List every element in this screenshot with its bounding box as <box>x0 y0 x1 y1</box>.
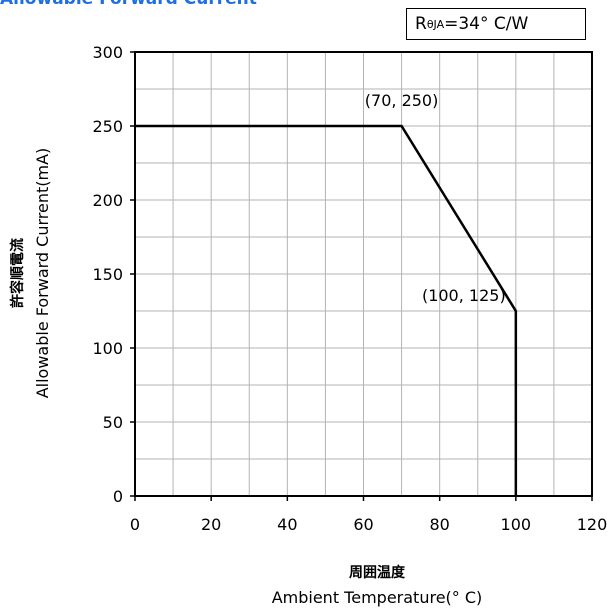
x-tick-label: 0 <box>130 515 140 534</box>
series <box>135 124 518 496</box>
y-tick-label: 200 <box>92 191 123 210</box>
x-tick-label: 60 <box>353 515 373 534</box>
y-tick-label: 250 <box>92 117 123 136</box>
annotation-label: (100, 125) <box>422 286 506 305</box>
x-tick-label: 20 <box>201 515 221 534</box>
ticks: 0 20 40 60 80 100 120 0 50 100 150 200 250 300 <box>92 43 607 534</box>
y-tick-label: 50 <box>103 413 123 432</box>
legend-subscript: θJA <box>426 17 445 31</box>
annotations: (70, 250) (100, 125) <box>365 91 506 305</box>
x-tick-label: 100 <box>501 515 532 534</box>
x-tick-label: 40 <box>277 515 297 534</box>
x-tick-label: 80 <box>429 515 449 534</box>
y-tick-label: 300 <box>92 43 123 62</box>
chart-title: Allowable Forward Current <box>0 0 257 9</box>
x-axis-title: Ambient Temperature(° C) <box>272 588 483 607</box>
y-tick-label: 100 <box>92 339 123 358</box>
series-line <box>135 124 518 496</box>
grid <box>135 52 592 496</box>
annotation-label: (70, 250) <box>365 91 439 110</box>
x-axis-title-jp: 周囲温度 <box>349 564 406 581</box>
y-tick-label: 0 <box>113 487 123 506</box>
y-tick-label: 150 <box>92 265 123 284</box>
y-axis-title-jp: 許容順電流 <box>9 238 26 308</box>
legend-prefix: R <box>415 14 427 34</box>
x-tick-label: 120 <box>577 515 608 534</box>
y-axis-title: Allowable Forward Current(mA) <box>33 148 52 399</box>
legend-suffix: =34° C/W <box>444 14 529 34</box>
